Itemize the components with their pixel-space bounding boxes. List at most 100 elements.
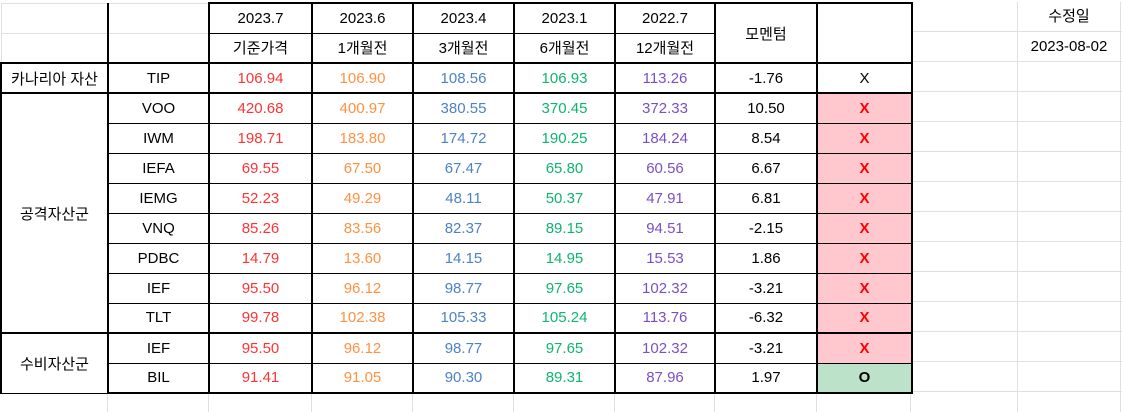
price-cell[interactable]: 190.25 bbox=[513, 122, 616, 154]
price-cell[interactable]: 14.79 bbox=[208, 242, 313, 274]
col-header-period[interactable]: 2022.7 bbox=[614, 2, 716, 34]
price-cell[interactable]: 372.33 bbox=[614, 92, 716, 124]
price-cell[interactable]: 380.55 bbox=[412, 92, 515, 124]
price-cell[interactable]: 99.78 bbox=[208, 302, 313, 334]
price-cell[interactable]: 400.97 bbox=[311, 92, 414, 124]
price-cell[interactable]: 48.11 bbox=[412, 182, 515, 214]
momentum-cell[interactable]: 6.81 bbox=[714, 182, 818, 214]
price-cell[interactable]: 102.32 bbox=[614, 272, 716, 304]
price-cell[interactable]: 15.53 bbox=[614, 242, 716, 274]
price-cell[interactable]: 370.45 bbox=[513, 92, 616, 124]
price-cell[interactable]: 89.15 bbox=[513, 212, 616, 244]
col-header-period[interactable]: 2023.4 bbox=[412, 2, 515, 34]
signal-cell[interactable]: O bbox=[816, 362, 913, 394]
momentum-cell[interactable]: 10.50 bbox=[714, 92, 818, 124]
ticker-cell[interactable]: TIP bbox=[107, 62, 210, 94]
signal-cell[interactable]: X bbox=[816, 122, 913, 154]
price-cell[interactable]: 97.65 bbox=[513, 332, 616, 364]
price-cell[interactable]: 65.80 bbox=[513, 152, 616, 184]
price-cell[interactable]: 47.91 bbox=[614, 182, 716, 214]
signal-cell[interactable]: X bbox=[816, 182, 913, 214]
price-cell[interactable]: 49.29 bbox=[311, 182, 414, 214]
price-cell[interactable]: 91.41 bbox=[208, 362, 313, 394]
price-cell[interactable]: 83.56 bbox=[311, 212, 414, 244]
momentum-cell[interactable]: 6.67 bbox=[714, 152, 818, 184]
col-subheader-offset[interactable]: 3개월전 bbox=[412, 32, 515, 64]
price-cell[interactable]: 98.77 bbox=[412, 272, 515, 304]
col-header-momentum[interactable]: 모멘텀 bbox=[714, 2, 818, 64]
ticker-cell[interactable]: BIL bbox=[107, 362, 210, 394]
price-cell[interactable]: 82.37 bbox=[412, 212, 515, 244]
price-cell[interactable]: 14.15 bbox=[412, 242, 515, 274]
price-cell[interactable]: 95.50 bbox=[208, 332, 313, 364]
ticker-cell[interactable]: PDBC bbox=[107, 242, 210, 274]
col-header-signal[interactable] bbox=[816, 2, 913, 64]
price-cell[interactable]: 96.12 bbox=[311, 332, 414, 364]
updated-date-label[interactable]: 수정일 bbox=[1048, 8, 1090, 25]
col-subheader-offset[interactable]: 기준가격 bbox=[208, 32, 313, 64]
momentum-cell[interactable]: 8.54 bbox=[714, 122, 818, 154]
corner-cell[interactable] bbox=[107, 32, 210, 64]
price-cell[interactable]: 108.56 bbox=[412, 62, 515, 94]
price-cell[interactable]: 113.26 bbox=[614, 62, 716, 94]
momentum-cell[interactable]: 1.97 bbox=[714, 362, 818, 394]
col-subheader-offset[interactable]: 12개월전 bbox=[614, 32, 716, 64]
price-cell[interactable]: 105.33 bbox=[412, 302, 515, 334]
price-cell[interactable]: 184.24 bbox=[614, 122, 716, 154]
group-label-defensive[interactable]: 수비자산군 bbox=[0, 332, 109, 394]
signal-cell[interactable]: X bbox=[816, 212, 913, 244]
signal-cell[interactable]: X bbox=[816, 92, 913, 124]
price-cell[interactable]: 97.65 bbox=[513, 272, 616, 304]
price-cell[interactable]: 67.50 bbox=[311, 152, 414, 184]
col-header-period[interactable]: 2023.7 bbox=[208, 2, 313, 34]
price-cell[interactable]: 183.80 bbox=[311, 122, 414, 154]
corner-cell[interactable] bbox=[107, 2, 210, 34]
momentum-cell[interactable]: -3.21 bbox=[714, 272, 818, 304]
ticker-cell[interactable]: IEFA bbox=[107, 152, 210, 184]
ticker-cell[interactable]: TLT bbox=[107, 302, 210, 334]
price-cell[interactable]: 94.51 bbox=[614, 212, 716, 244]
price-cell[interactable]: 420.68 bbox=[208, 92, 313, 124]
group-label-canary[interactable]: 카나리아 자산 bbox=[0, 62, 109, 94]
group-label-aggressive[interactable]: 공격자산군 bbox=[0, 92, 109, 334]
price-cell[interactable]: 90.30 bbox=[412, 362, 515, 394]
price-cell[interactable]: 106.93 bbox=[513, 62, 616, 94]
ticker-cell[interactable]: IEMG bbox=[107, 182, 210, 214]
col-subheader-offset[interactable]: 6개월전 bbox=[513, 32, 616, 64]
ticker-cell[interactable]: IEF bbox=[107, 332, 210, 364]
price-cell[interactable]: 50.37 bbox=[513, 182, 616, 214]
col-header-period[interactable]: 2023.1 bbox=[513, 2, 616, 34]
price-cell[interactable]: 89.31 bbox=[513, 362, 616, 394]
price-cell[interactable]: 14.95 bbox=[513, 242, 616, 274]
col-header-period[interactable]: 2023.6 bbox=[311, 2, 414, 34]
corner-cell[interactable] bbox=[0, 32, 109, 64]
price-cell[interactable]: 106.94 bbox=[208, 62, 313, 94]
price-cell[interactable]: 98.77 bbox=[412, 332, 515, 364]
price-cell[interactable]: 60.56 bbox=[614, 152, 716, 184]
updated-date-value[interactable]: 2023-08-02 bbox=[1030, 38, 1108, 55]
signal-cell[interactable]: X bbox=[816, 302, 913, 334]
signal-cell[interactable]: X bbox=[816, 242, 913, 274]
price-cell[interactable]: 96.12 bbox=[311, 272, 414, 304]
price-cell[interactable]: 102.32 bbox=[614, 332, 716, 364]
price-cell[interactable]: 91.05 bbox=[311, 362, 414, 394]
momentum-cell[interactable]: -3.21 bbox=[714, 332, 818, 364]
price-cell[interactable]: 69.55 bbox=[208, 152, 313, 184]
signal-cell[interactable]: X bbox=[816, 272, 913, 304]
ticker-cell[interactable]: VOO bbox=[107, 92, 210, 124]
price-cell[interactable]: 105.24 bbox=[513, 302, 616, 334]
ticker-cell[interactable]: VNQ bbox=[107, 212, 210, 244]
momentum-cell[interactable]: -1.76 bbox=[714, 62, 818, 94]
signal-cell[interactable]: X bbox=[816, 62, 913, 94]
signal-cell[interactable]: X bbox=[816, 332, 913, 364]
signal-cell[interactable]: X bbox=[816, 152, 913, 184]
momentum-cell[interactable]: -2.15 bbox=[714, 212, 818, 244]
momentum-cell[interactable]: -6.32 bbox=[714, 302, 818, 334]
price-cell[interactable]: 95.50 bbox=[208, 272, 313, 304]
ticker-cell[interactable]: IWM bbox=[107, 122, 210, 154]
corner-cell[interactable] bbox=[0, 2, 109, 34]
price-cell[interactable]: 13.60 bbox=[311, 242, 414, 274]
price-cell[interactable]: 67.47 bbox=[412, 152, 515, 184]
price-cell[interactable]: 102.38 bbox=[311, 302, 414, 334]
price-cell[interactable]: 113.76 bbox=[614, 302, 716, 334]
